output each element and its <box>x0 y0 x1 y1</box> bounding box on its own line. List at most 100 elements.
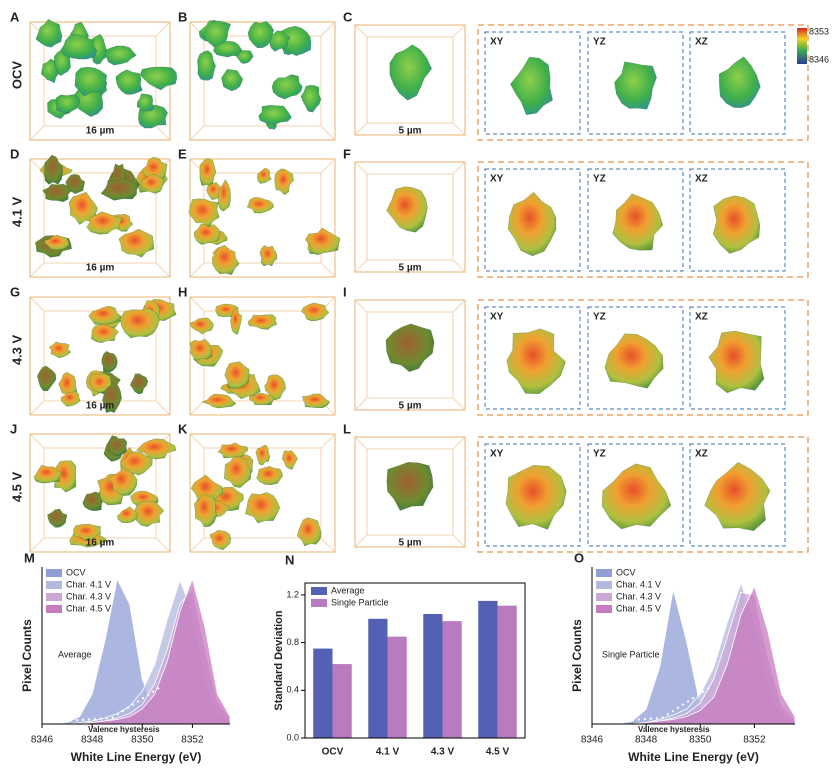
y-axis-label: Standard Deviation <box>273 610 285 711</box>
x-tick-label: 8348 <box>81 735 104 746</box>
volume-edge <box>29 400 45 416</box>
particle <box>282 450 298 470</box>
volume-box <box>43 172 157 264</box>
legend-swatch <box>46 569 62 577</box>
x-tick-label: 8346 <box>581 735 604 746</box>
scale-label: 16 µm <box>86 263 115 274</box>
legend-swatch <box>596 593 612 601</box>
particle <box>386 462 434 511</box>
slice-box <box>587 168 684 272</box>
slice-box <box>484 168 581 272</box>
particle <box>712 195 761 254</box>
legend-swatch <box>46 593 62 601</box>
x-tick-label: OCV <box>322 747 344 758</box>
volume-edge <box>354 122 368 136</box>
row-label: 4.3 V <box>9 334 24 365</box>
x-tick-label: 8350 <box>689 735 712 746</box>
particle <box>612 193 664 251</box>
particle <box>223 455 252 488</box>
particle <box>102 382 122 414</box>
volume-box <box>366 173 454 261</box>
particle <box>47 508 68 528</box>
panel-letter: O <box>574 550 584 565</box>
panel-letter: M <box>24 550 35 565</box>
volume-edge <box>189 433 205 449</box>
bar <box>332 664 352 738</box>
panel-letter: G <box>10 284 20 299</box>
particle <box>247 20 275 49</box>
panel-letter: N <box>285 552 294 567</box>
particle <box>277 25 312 57</box>
annotation: Valence hysteresis <box>88 725 160 734</box>
x-tick-label: 4.5 V <box>486 747 510 758</box>
volume-edge <box>452 259 466 273</box>
particle <box>58 371 78 399</box>
legend-label: Char. 4.1 V <box>66 579 111 589</box>
particle <box>74 66 108 97</box>
particle <box>271 74 303 100</box>
volume-edge <box>155 125 171 141</box>
particle <box>704 461 771 531</box>
colorbar-label: 8346 <box>809 54 829 64</box>
particle <box>60 34 98 60</box>
legend-label: Single Particle <box>331 597 389 607</box>
particle <box>209 530 232 551</box>
colorbar-label: 8353 <box>809 26 829 36</box>
scale-label: 5 µm <box>399 401 422 412</box>
particle <box>255 444 271 466</box>
particle <box>221 69 244 92</box>
particle <box>217 179 231 212</box>
particle <box>100 178 140 201</box>
annotation: Valence hysteresis <box>638 725 710 734</box>
annotation: Single Particle <box>602 649 660 659</box>
volume-edge <box>320 158 336 174</box>
particle <box>73 523 102 541</box>
particle <box>304 227 341 256</box>
volume-edge <box>452 299 466 313</box>
scale-label: 16 µm <box>86 401 115 412</box>
legend-swatch <box>311 587 327 595</box>
slice-label: YZ <box>593 312 606 323</box>
particle <box>614 61 657 110</box>
row-label: 4.5 V <box>9 471 24 502</box>
y-axis-label: Pixel Counts <box>20 619 34 692</box>
y-tick-label: 1.2 <box>286 589 299 599</box>
legend-label: Char. 4.5 V <box>616 603 661 613</box>
particle <box>507 191 557 257</box>
slice-label: XY <box>490 37 504 48</box>
particle <box>68 191 98 225</box>
volume-edge <box>320 433 336 449</box>
legend-label: Char. 4.3 V <box>616 591 661 601</box>
particle <box>42 183 72 202</box>
particle <box>115 69 143 95</box>
panel-letter: K <box>178 421 188 436</box>
particle <box>506 328 566 394</box>
slice-frame <box>477 436 809 553</box>
particle <box>245 492 281 524</box>
particle <box>189 317 214 335</box>
volume-edge <box>354 397 368 411</box>
particle <box>247 314 278 330</box>
panel-letter: E <box>178 146 187 161</box>
particle <box>199 158 217 186</box>
particle <box>136 438 177 460</box>
particle <box>258 104 292 126</box>
volume-edge <box>29 296 45 312</box>
particle <box>43 234 70 251</box>
y-tick-label: 0.0 <box>286 732 299 742</box>
scale-label: 16 µm <box>86 126 115 137</box>
particle <box>389 44 432 101</box>
legend-swatch <box>596 605 612 613</box>
volume-box <box>189 296 336 416</box>
slice-box <box>587 443 684 547</box>
volume-edge <box>29 433 45 449</box>
slice-box <box>689 306 786 410</box>
volume-edge <box>189 296 205 312</box>
panel-letter: H <box>178 284 187 299</box>
slice-box <box>689 168 786 272</box>
volume-box <box>366 36 454 124</box>
particle <box>55 94 81 114</box>
legend-label: Char. 4.5 V <box>66 603 111 613</box>
particle <box>235 50 254 64</box>
